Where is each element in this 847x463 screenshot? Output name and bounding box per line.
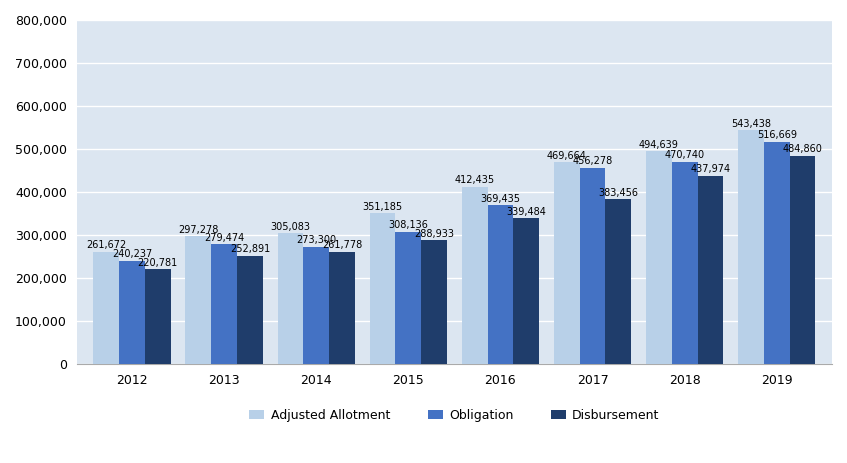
Text: 437,974: 437,974 xyxy=(690,164,730,175)
Text: 273,300: 273,300 xyxy=(296,235,336,245)
Bar xyxy=(237,256,263,364)
Bar xyxy=(119,261,145,364)
Bar xyxy=(554,162,579,364)
Text: 240,237: 240,237 xyxy=(112,250,152,259)
Text: 288,933: 288,933 xyxy=(414,229,454,238)
Legend: Adjusted Allotment, Obligation, Disbursement: Adjusted Allotment, Obligation, Disburse… xyxy=(245,404,664,427)
Text: 261,672: 261,672 xyxy=(86,240,126,250)
Text: 456,278: 456,278 xyxy=(573,156,612,167)
Text: 470,740: 470,740 xyxy=(665,150,705,160)
Bar xyxy=(646,151,672,364)
Bar xyxy=(738,131,764,364)
Bar xyxy=(698,176,723,364)
Bar xyxy=(278,233,303,364)
Bar xyxy=(211,244,237,364)
Text: 252,891: 252,891 xyxy=(230,244,270,254)
Bar xyxy=(396,232,421,364)
Bar xyxy=(369,213,396,364)
Bar xyxy=(789,156,816,364)
Text: 469,664: 469,664 xyxy=(547,151,587,161)
Text: 412,435: 412,435 xyxy=(455,175,495,185)
Text: 308,136: 308,136 xyxy=(389,220,429,230)
Bar xyxy=(329,252,355,364)
Text: 484,860: 484,860 xyxy=(783,144,822,154)
Text: 220,781: 220,781 xyxy=(138,258,178,268)
Bar xyxy=(488,206,513,364)
Text: 339,484: 339,484 xyxy=(507,207,546,217)
Text: 516,669: 516,669 xyxy=(756,131,797,140)
Bar xyxy=(185,237,211,364)
Text: 297,278: 297,278 xyxy=(178,225,219,235)
Bar xyxy=(764,142,789,364)
Text: 261,778: 261,778 xyxy=(322,240,363,250)
Bar xyxy=(672,162,698,364)
Text: 369,435: 369,435 xyxy=(480,194,520,204)
Bar xyxy=(513,218,539,364)
Bar xyxy=(421,240,447,364)
Bar xyxy=(606,200,631,364)
Text: 494,639: 494,639 xyxy=(639,140,678,150)
Text: 383,456: 383,456 xyxy=(598,188,639,198)
Text: 351,185: 351,185 xyxy=(363,202,402,212)
Text: 305,083: 305,083 xyxy=(270,222,310,232)
Bar xyxy=(579,168,606,364)
Bar xyxy=(303,247,329,364)
Bar xyxy=(93,252,119,364)
Text: 543,438: 543,438 xyxy=(731,119,771,129)
Bar xyxy=(145,269,171,364)
Text: 279,474: 279,474 xyxy=(204,232,244,243)
Bar xyxy=(462,187,488,364)
